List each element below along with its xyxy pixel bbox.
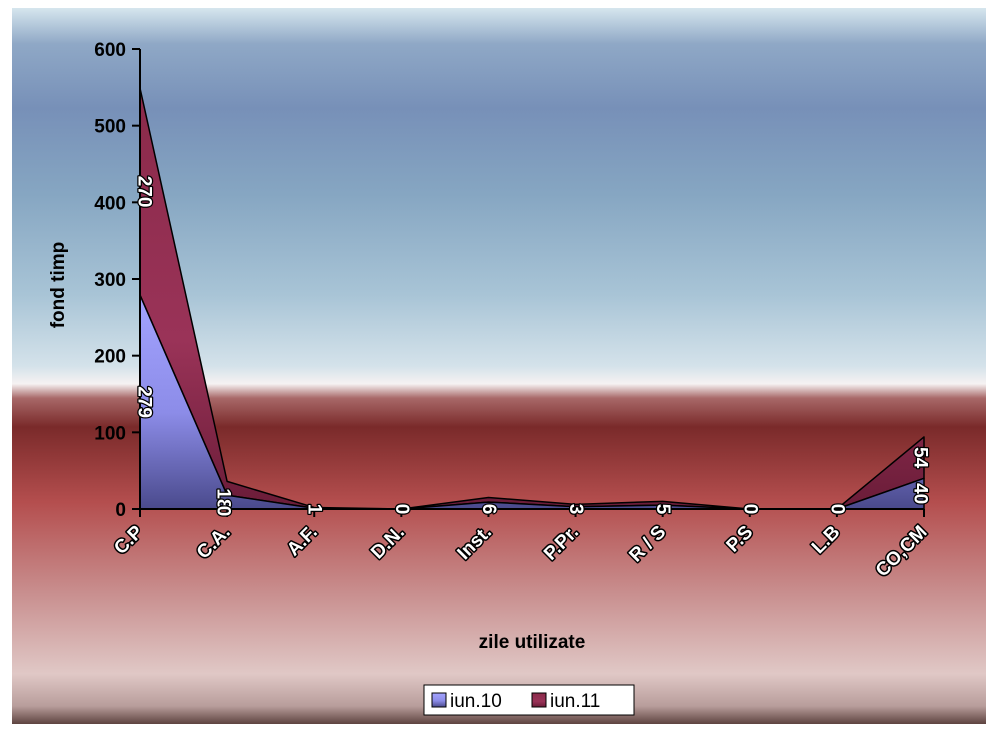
data-label: 6 <box>478 504 499 515</box>
y-tick-label: 400 <box>94 193 126 214</box>
data-label: 0 <box>391 504 412 515</box>
data-label: 279 <box>134 386 155 418</box>
data-label: 270 <box>134 176 155 208</box>
data-label: 3 <box>565 504 586 515</box>
data-label: 40 <box>910 483 931 504</box>
data-label: 0 <box>213 506 234 517</box>
data-label: 5 <box>652 504 673 515</box>
legend-label: iun.11 <box>550 691 600 712</box>
data-label: 54 <box>910 447 931 469</box>
y-tick-label: 600 <box>94 40 126 61</box>
data-label: 1 <box>304 504 325 515</box>
data-label: 0 <box>826 504 847 515</box>
legend-swatch <box>431 692 447 708</box>
y-tick-label: 500 <box>94 117 126 138</box>
legend-swatch <box>531 692 547 708</box>
legend-box <box>423 684 635 716</box>
y-tick-label: 0 <box>115 500 126 521</box>
x-axis-title: zile utilizate <box>479 632 586 653</box>
y-tick-label: 300 <box>94 270 126 291</box>
data-label: 18 <box>213 488 234 509</box>
y-tick-label: 100 <box>94 423 126 444</box>
y-tick-label: 200 <box>94 347 126 368</box>
y-axis-title: fond timp <box>48 242 69 329</box>
data-label: 0 <box>739 504 760 515</box>
legend-label: iun.10 <box>450 691 502 712</box>
